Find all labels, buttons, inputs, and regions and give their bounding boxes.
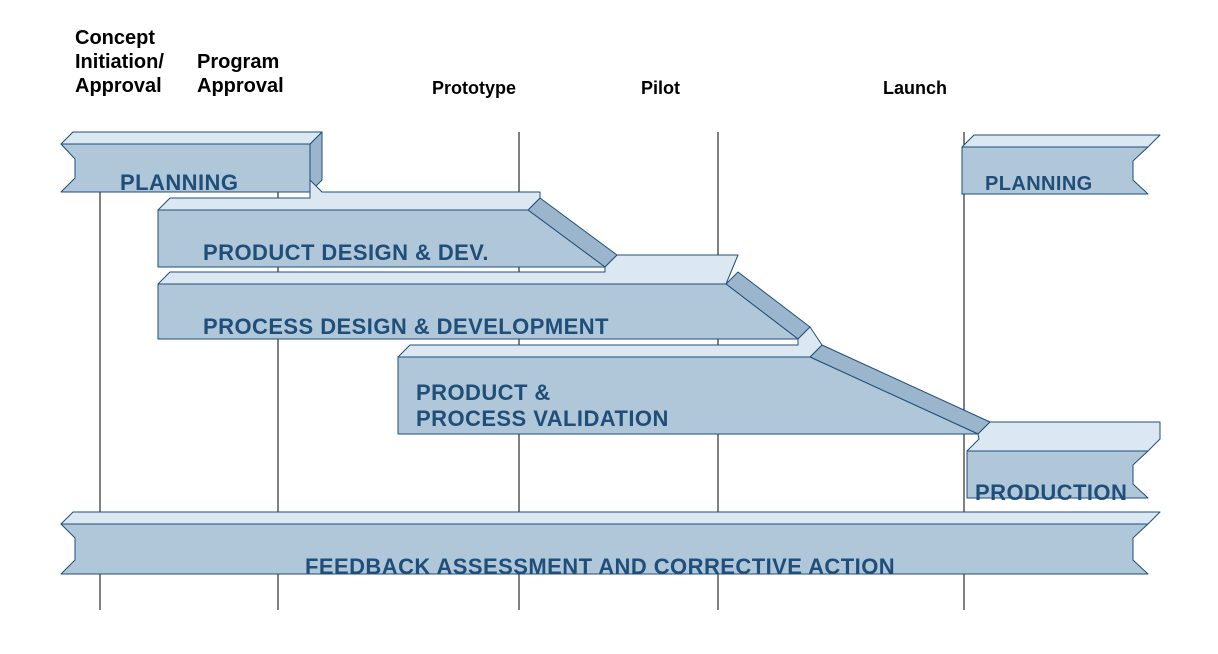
phase-label-feedback: FEEDBACK ASSESSMENT AND CORRECTIVE ACTIO… [305,554,895,580]
apqp-timeline-diagram: PLANNING PLANNING PRODUCT DESIGN & DEV. PRO… [0,0,1218,654]
bar-top-planning [61,132,322,144]
bar-top-feedback [61,512,1160,524]
milestone-label-m-program: Program Approval [197,50,284,98]
phase-label-pdd: PRODUCT DESIGN & DEV. [203,240,489,266]
bar-top-planning-r [962,135,1160,147]
milestone-label-m-pilot: Pilot [641,78,680,100]
phase-label-ppval: PRODUCT & PROCESS VALIDATION [416,380,669,432]
bar-top-production [967,422,1160,451]
phase-label-procdd: PROCESS DESIGN & DEVELOPMENT [203,314,609,340]
phase-label-production: PRODUCTION [975,480,1127,506]
milestone-label-m-launch: Launch [883,78,947,100]
milestone-label-m-proto: Prototype [432,78,516,100]
milestone-label-m-concept: Concept Initiation/ Approval [75,26,164,98]
phase-label-planning: PLANNING [120,170,238,196]
phase-label-planning-r: PLANNING [985,173,1093,196]
